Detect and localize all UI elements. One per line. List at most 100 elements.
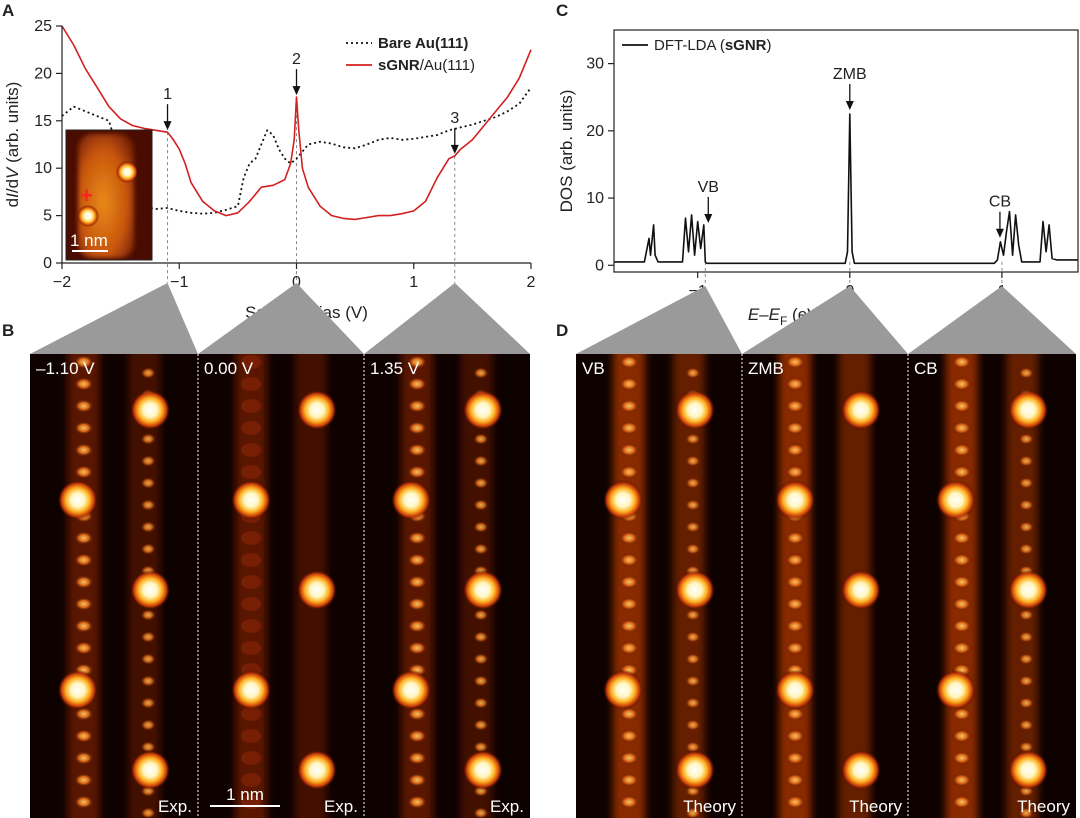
bright-spot <box>57 480 98 520</box>
bright-spot <box>130 570 171 610</box>
lobe <box>1018 477 1035 489</box>
lobe <box>619 597 640 611</box>
lobe <box>140 521 157 533</box>
lobe <box>241 465 262 479</box>
lobe <box>951 773 972 787</box>
bright-spot <box>296 570 337 610</box>
image-panel: VB Theory <box>576 354 742 818</box>
lobe <box>140 433 157 445</box>
image-panel: ZMB Theory <box>741 354 908 818</box>
lobe <box>73 465 94 479</box>
lobe <box>619 355 640 369</box>
lobe <box>407 355 428 369</box>
lobe <box>73 597 94 611</box>
lobe <box>1018 675 1035 687</box>
marker-arrowhead <box>704 213 713 223</box>
guide-lines <box>167 97 456 283</box>
lobe <box>619 377 640 391</box>
lobe <box>472 499 489 511</box>
bright-spot <box>840 390 881 430</box>
bright-spot <box>231 670 272 710</box>
lobe <box>785 575 806 589</box>
image-footer: Exp. <box>490 797 524 816</box>
panel-label-b: B <box>2 321 14 340</box>
lobe <box>140 653 157 665</box>
lobe <box>407 795 428 809</box>
lobe <box>785 773 806 787</box>
lobe <box>140 631 157 643</box>
lobe <box>951 531 972 545</box>
image-background <box>364 354 530 818</box>
lobe <box>951 795 972 809</box>
marker-label: CB <box>989 194 1011 211</box>
lobe <box>241 443 262 457</box>
image-panel: –1.10 V Exp. <box>30 354 198 818</box>
panel-label-c: C <box>556 1 568 20</box>
image-panel: 0.00 V Exp. <box>197 354 364 818</box>
image-panel: 1.35 V Exp. <box>363 354 530 818</box>
lobe <box>684 499 701 511</box>
x-tick-label: −2 <box>53 274 71 291</box>
bright-spot <box>231 480 272 520</box>
lobe <box>140 499 157 511</box>
wedge <box>908 286 1076 354</box>
image-label: 1.35 V <box>370 359 420 378</box>
lobe <box>73 553 94 567</box>
lobe <box>407 421 428 435</box>
lobe <box>73 729 94 743</box>
image-footer: Exp. <box>158 797 192 816</box>
marker-label: 2 <box>292 51 301 68</box>
lobe <box>472 455 489 467</box>
lobe <box>785 597 806 611</box>
image-footer: Theory <box>1017 797 1070 816</box>
lobe <box>684 367 701 379</box>
lobe <box>619 773 640 787</box>
lobe <box>619 553 640 567</box>
lobe <box>241 751 262 765</box>
series-group <box>614 113 1078 265</box>
x-tick-label: 1 <box>409 274 418 291</box>
lobe <box>951 355 972 369</box>
y-tick-label: 25 <box>34 18 52 35</box>
lobe <box>951 707 972 721</box>
lobe <box>1018 653 1035 665</box>
lobe <box>684 675 701 687</box>
image-label: 0.00 V <box>204 359 254 378</box>
lobe <box>1018 499 1035 511</box>
image-background <box>908 354 1076 818</box>
image-content <box>742 354 908 818</box>
inset-marker-cross: + <box>80 183 93 208</box>
bright-spot <box>935 670 976 710</box>
lobe <box>407 751 428 765</box>
y-axis-label: DOS (arb. units) <box>557 90 576 213</box>
lobe <box>73 619 94 633</box>
lobe <box>1018 543 1035 555</box>
y-tick-label: 0 <box>43 255 52 272</box>
lobe <box>1018 367 1035 379</box>
legend-label-bare: Bare Au(111) <box>378 35 468 52</box>
marker-label: 3 <box>450 110 459 127</box>
lobe <box>73 773 94 787</box>
legend-label-sgnr: sGNR/Au(111) <box>378 57 475 74</box>
lobe <box>684 719 701 731</box>
image-panel: CB Theory <box>907 354 1076 818</box>
image-background <box>742 354 908 818</box>
scalebar-label: 1 nm <box>226 785 264 804</box>
lobe <box>785 465 806 479</box>
lobe <box>73 399 94 413</box>
lobe <box>619 399 640 413</box>
lobe <box>73 795 94 809</box>
image-content <box>576 354 742 818</box>
legend: Bare Au(111) sGNR/Au(111) <box>346 35 475 74</box>
projection-wedges <box>30 283 1076 354</box>
lobe <box>140 719 157 731</box>
lobe <box>619 707 640 721</box>
lobe <box>140 367 157 379</box>
y-tick-label: 5 <box>43 208 52 225</box>
lobe <box>951 597 972 611</box>
lobe <box>407 531 428 545</box>
lobe <box>140 675 157 687</box>
bright-spot <box>1008 390 1049 430</box>
lobe <box>785 553 806 567</box>
